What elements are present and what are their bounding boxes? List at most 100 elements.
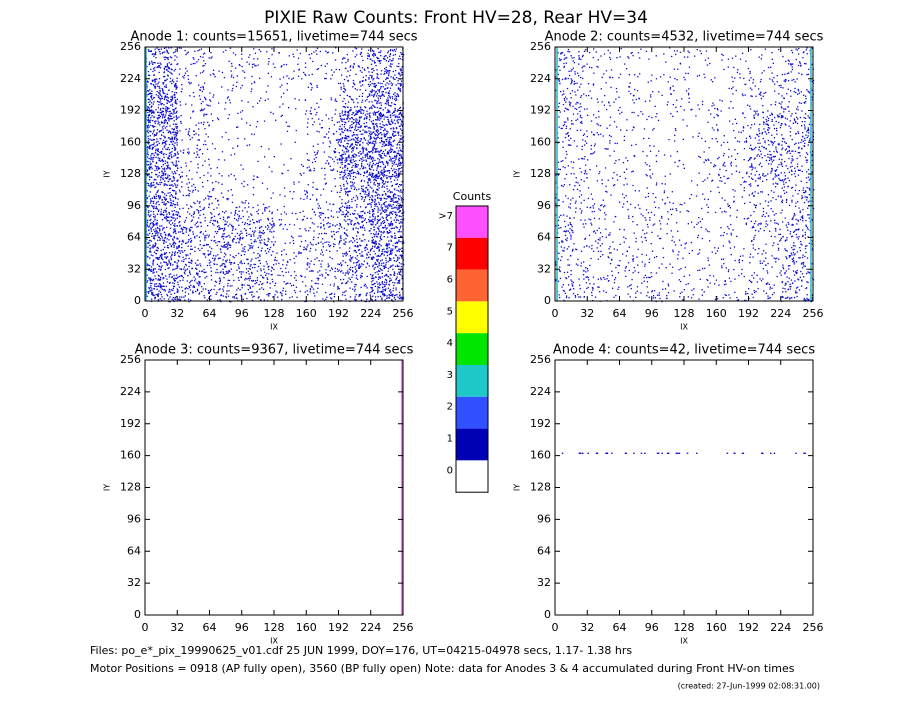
count-dot (159, 62, 161, 64)
count-dot (173, 179, 175, 181)
count-dot (203, 96, 206, 98)
count-dot (271, 224, 273, 226)
count-dot (261, 232, 263, 234)
count-dot (250, 260, 252, 262)
count-dot (164, 140, 166, 143)
count-dot (368, 119, 371, 121)
count-dot (297, 57, 300, 59)
count-dot (164, 108, 166, 110)
count-dot (380, 95, 382, 97)
count-dot (348, 173, 350, 175)
count-dot (399, 119, 401, 121)
count-dot (187, 148, 189, 150)
count-dot (324, 174, 326, 176)
count-dot (332, 216, 335, 218)
count-dot (350, 109, 352, 111)
count-dot (166, 264, 168, 266)
count-dot (383, 145, 385, 147)
count-dot (239, 236, 241, 238)
count-dot (208, 57, 210, 59)
count-dot (393, 49, 395, 51)
count-dot (146, 198, 148, 200)
count-dot (367, 55, 369, 57)
count-dot (312, 186, 314, 188)
count-dot (189, 135, 191, 137)
count-dot (250, 245, 252, 247)
count-dot (356, 204, 358, 206)
count-dot (214, 220, 216, 222)
count-dot (188, 128, 191, 130)
count-dot (361, 254, 363, 256)
count-dot (286, 228, 288, 231)
count-dot (291, 212, 293, 214)
count-dot (179, 240, 181, 242)
count-dot (159, 283, 161, 285)
count-dot (370, 136, 372, 139)
count-dot (151, 109, 153, 111)
count-dot (364, 125, 366, 127)
count-dot (341, 137, 344, 139)
count-dot (372, 209, 375, 211)
count-dot (373, 242, 375, 244)
count-dot (390, 123, 392, 126)
count-dot (148, 121, 150, 124)
count-dot (165, 143, 167, 146)
count-dot (147, 234, 149, 236)
count-dot (289, 242, 291, 244)
count-dot (342, 83, 345, 85)
count-dot (174, 131, 176, 133)
count-dot (312, 244, 314, 246)
count-dot (401, 150, 403, 152)
count-dot (231, 229, 234, 231)
count-dot (176, 262, 178, 264)
count-dot (306, 153, 308, 155)
count-dot (168, 267, 170, 269)
count-dot (208, 158, 210, 160)
count-dot (358, 117, 361, 119)
count-dot (266, 244, 269, 246)
count-dot (386, 254, 389, 257)
count-dot (153, 197, 156, 199)
count-dot (370, 58, 372, 60)
count-dot (207, 253, 209, 255)
count-dot (204, 82, 206, 84)
count-dot (381, 238, 383, 241)
count-dot (322, 238, 324, 240)
count-dot (359, 110, 361, 113)
count-dot (378, 161, 380, 163)
count-dot (179, 252, 181, 254)
count-dot (175, 115, 178, 117)
count-dot (219, 248, 222, 250)
count-dot (372, 156, 374, 159)
count-dot (254, 52, 257, 54)
count-dot (178, 245, 180, 247)
count-dot (182, 152, 184, 154)
count-dot (194, 186, 196, 189)
count-dot (392, 200, 394, 202)
count-dot (166, 140, 168, 142)
count-dot (388, 140, 390, 142)
count-dot (361, 95, 363, 98)
count-dot (367, 203, 369, 205)
count-dot (297, 252, 300, 255)
count-dot (358, 155, 360, 157)
count-dot (376, 260, 378, 262)
count-dot (194, 262, 197, 264)
count-dot (360, 227, 362, 229)
count-dot (198, 95, 201, 97)
count-dot (378, 119, 381, 121)
count-dot (386, 244, 389, 247)
count-dot (216, 167, 218, 169)
count-dot (152, 126, 155, 128)
count-dot (227, 199, 229, 201)
count-dot (345, 147, 348, 149)
count-dot (155, 197, 157, 200)
count-dot (385, 250, 387, 253)
count-dot (315, 249, 317, 251)
count-dot (156, 117, 158, 119)
count-dot (358, 120, 361, 122)
count-dot (166, 177, 168, 179)
count-dot (361, 190, 363, 192)
count-dot (380, 224, 382, 226)
count-dot (190, 262, 193, 264)
